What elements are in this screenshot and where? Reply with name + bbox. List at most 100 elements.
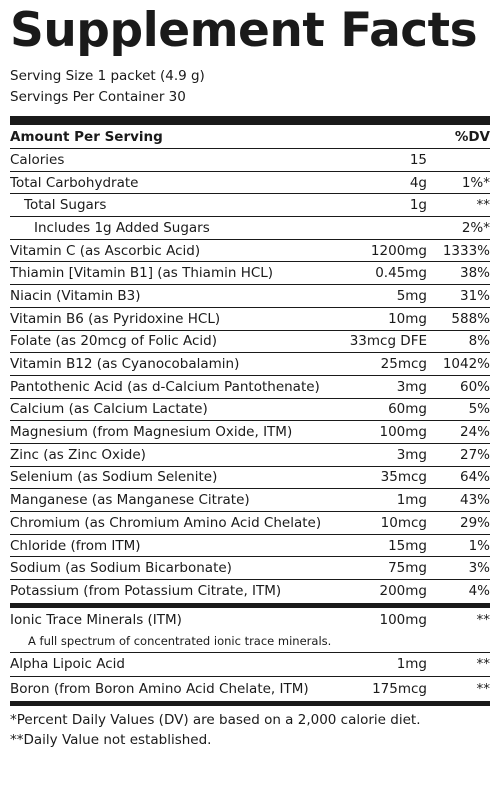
nutrient-amount: 75mg (388, 560, 427, 577)
nutrient-name: Vitamin B12 (as Cyanocobalamin) (10, 356, 240, 373)
nutrient-name: Folate (as 20mcg of Folic Acid) (10, 333, 218, 350)
nutrient-amount: 25mcg (380, 356, 427, 373)
nutrient-amount: 1mg (396, 656, 427, 673)
nutrient-name: Pantothenic Acid (as d-Calcium Pantothen… (10, 378, 320, 395)
nutrient-amount: 3mg (396, 378, 427, 395)
nutrient-dv: 27% (459, 446, 490, 463)
nutrient-name: Boron (from Boron Amino Acid Chelate, IT… (10, 680, 309, 697)
nutrient-name: Total Sugars (24, 197, 107, 214)
table-row: Manganese (as Manganese Citrate) 1mg 43% (10, 489, 490, 512)
nutrient-dv: 1% (468, 537, 490, 554)
section-divider (10, 602, 490, 608)
nutrient-dv: 24% (459, 424, 490, 441)
nutrient-amount: 15mg (388, 537, 427, 554)
table-row: Niacin (Vitamin B3) 5mg 31% (10, 285, 490, 308)
nutrient-dv: 1333% (442, 242, 490, 259)
servings-per-container: Servings Per Container 30 (10, 89, 186, 105)
nutrient-dv: 60% (459, 378, 490, 395)
serving-size: Serving Size 1 packet (4.9 g) (10, 68, 205, 84)
nutrient-name: Thiamin [Vitamin B1] (as Thiamin HCL) (10, 265, 274, 282)
nutrient-name: Vitamin C (as Ascorbic Acid) (10, 242, 201, 259)
nutrient-amount: 200mg (379, 583, 428, 600)
table-row: Pantothenic Acid (as d-Calcium Pantothen… (10, 376, 490, 399)
nutrient-amount: 3mg (396, 446, 427, 463)
nutrient-dv: ** (476, 197, 491, 214)
nutrient-name: Zinc (as Zinc Oxide) (10, 446, 146, 463)
nutrient-amount: 60mg (388, 401, 427, 418)
nutrient-amount: 175mcg (372, 680, 427, 697)
nutrient-name: Includes 1g Added Sugars (34, 219, 210, 236)
nutrient-name: Potassium (from Potassium Citrate, ITM) (10, 583, 282, 600)
nutrient-dv: 29% (459, 514, 490, 531)
nutrient-name: Total Carbohydrate (10, 174, 139, 191)
footnote-dv: *Percent Daily Values (DV) are based on … (10, 711, 421, 728)
nutrient-amount: 100mg (379, 424, 428, 441)
nutrient-amount: 35mcg (380, 469, 427, 486)
itm-note: A full spectrum of concentrated ionic tr… (10, 632, 490, 653)
nutrient-name: Chloride (from ITM) (10, 537, 141, 554)
nutrient-dv: 43% (459, 492, 490, 509)
nutrient-dv: ** (476, 656, 491, 673)
nutrient-name: Calcium (as Calcium Lactate) (10, 401, 208, 418)
nutrient-amount: 10mg (388, 310, 427, 327)
table-row: Vitamin C (as Ascorbic Acid) 1200mg 1333… (10, 240, 490, 263)
footnote-not-established: **Daily Value not established. (10, 731, 212, 748)
nutrient-amount: 33mcg DFE (349, 333, 427, 350)
table-row: Chromium (as Chromium Amino Acid Chelate… (10, 512, 490, 535)
table-row: Vitamin B6 (as Pyridoxine HCL) 10mg 588% (10, 308, 490, 331)
nutrient-dv: 64% (459, 469, 490, 486)
nutrient-name: Manganese (as Manganese Citrate) (10, 492, 250, 509)
dv-label: %DV (454, 128, 490, 145)
nutrient-amount: 4g (409, 174, 427, 191)
panel-title: Supplement Facts (10, 3, 478, 58)
table-row: Boron (from Boron Amino Acid Chelate, IT… (10, 677, 490, 701)
nutrient-dv: 588% (451, 310, 490, 327)
table-row: Thiamin [Vitamin B1] (as Thiamin HCL) 0.… (10, 262, 490, 286)
nutrient-dv: 5% (468, 401, 490, 418)
nutrient-name: Sodium (as Sodium Bicarbonate) (10, 560, 232, 577)
nutrient-name: Calories (10, 151, 65, 168)
table-row: Total Sugars 1g ** (10, 194, 491, 218)
table-row: Calcium (as Calcium Lactate) 60mg 5% (10, 399, 490, 422)
itm-row: Ionic Trace Minerals (ITM) 100mg ** (10, 608, 490, 632)
nutrient-amount: 1mg (396, 492, 427, 509)
nutrient-dv: 31% (459, 287, 490, 304)
nutrient-amount: 1200mg (370, 242, 427, 259)
table-row: Sodium (as Sodium Bicarbonate) 75mg 3% (10, 557, 490, 581)
table-row: Calories 15 (10, 149, 490, 172)
amount-per-serving-label: Amount Per Serving (10, 128, 163, 145)
nutrient-amount: 10mcg (380, 514, 427, 531)
nutrient-dv: 8% (468, 333, 490, 350)
nutrient-name: Niacin (Vitamin B3) (10, 287, 141, 304)
table-row: Includes 1g Added Sugars 2%* (10, 217, 490, 240)
nutrient-dv: ** (476, 680, 491, 697)
table-row: Magnesium (from Magnesium Oxide, ITM) 10… (10, 421, 490, 444)
table-row: Potassium (from Potassium Citrate, ITM) … (10, 580, 490, 603)
itm-dv: ** (476, 611, 491, 628)
nutrient-dv: 38% (459, 265, 490, 282)
table-row: Chloride (from ITM) 15mg 1% (10, 535, 490, 558)
column-header: Amount Per Serving %DV (10, 125, 490, 149)
itm-amount: 100mg (379, 611, 428, 628)
nutrient-dv: 1%* (461, 174, 490, 191)
nutrient-name: Chromium (as Chromium Amino Acid Chelate… (10, 514, 322, 531)
nutrient-name: Magnesium (from Magnesium Oxide, ITM) (10, 424, 293, 441)
table-row: Folate (as 20mcg of Folic Acid) 33mcg DF… (10, 331, 490, 354)
nutrient-amount: 0.45mg (375, 265, 427, 282)
thick-divider (10, 116, 490, 125)
footnotes: *Percent Daily Values (DV) are based on … (10, 706, 490, 750)
serving-info: Serving Size 1 packet (4.9 g) Servings P… (10, 66, 490, 116)
table-row: Vitamin B12 (as Cyanocobalamin) 25mcg 10… (10, 353, 490, 376)
itm-name: Ionic Trace Minerals (ITM) (10, 611, 182, 628)
nutrient-dv: 1042% (442, 356, 490, 373)
table-row: Selenium (as Sodium Selenite) 35mcg 64% (10, 467, 490, 490)
nutrient-dv: 4% (468, 583, 490, 600)
nutrient-rows: Calories 15 Total Carbohydrate 4g 1%* To… (10, 149, 490, 603)
nutrient-amount: 5mg (396, 287, 427, 304)
nutrient-dv: 2%* (461, 219, 490, 236)
nutrient-amount: 15 (409, 151, 427, 168)
table-row: Zinc (as Zinc Oxide) 3mg 27% (10, 444, 490, 467)
table-row: Alpha Lipoic Acid 1mg ** (10, 653, 490, 677)
nutrient-name: Vitamin B6 (as Pyridoxine HCL) (10, 310, 221, 327)
